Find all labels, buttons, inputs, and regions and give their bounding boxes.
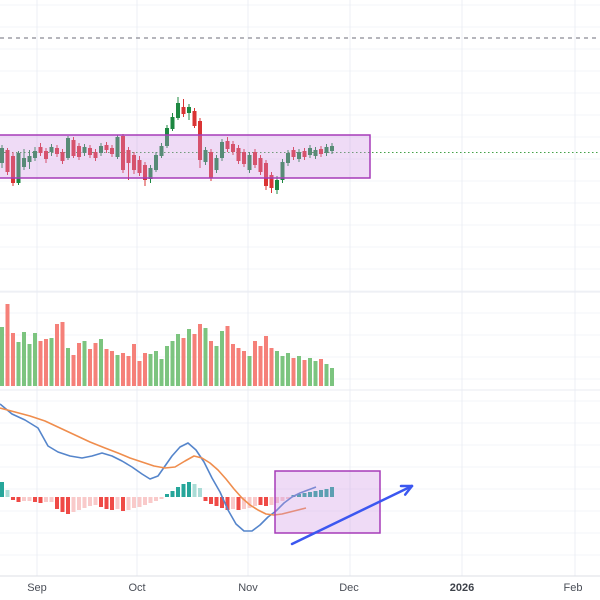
axis-label-oct: Oct bbox=[128, 582, 146, 594]
macd-line bbox=[0, 403, 317, 532]
signal-line bbox=[0, 407, 307, 516]
macd-rectangle[interactable] bbox=[274, 470, 381, 534]
macd-histogram bbox=[0, 482, 334, 514]
candlestick-series bbox=[0, 97, 334, 194]
pane-separators bbox=[0, 291, 600, 391]
volume-series bbox=[0, 304, 334, 386]
axis-label-dec: Dec bbox=[339, 582, 359, 594]
trend-arrow-icon[interactable] bbox=[290, 484, 414, 546]
vertical-gridlines bbox=[36, 0, 576, 576]
axis-label-sep: Sep bbox=[27, 582, 47, 594]
axis-label-2026: 2026 bbox=[449, 582, 475, 594]
axis-label-feb: Feb bbox=[563, 582, 583, 594]
axis-label-nov: Nov bbox=[238, 582, 258, 594]
time-axis[interactable]: Sep Oct Nov Dec 2026 Feb bbox=[0, 577, 600, 600]
price-range-rectangle[interactable] bbox=[0, 134, 371, 179]
